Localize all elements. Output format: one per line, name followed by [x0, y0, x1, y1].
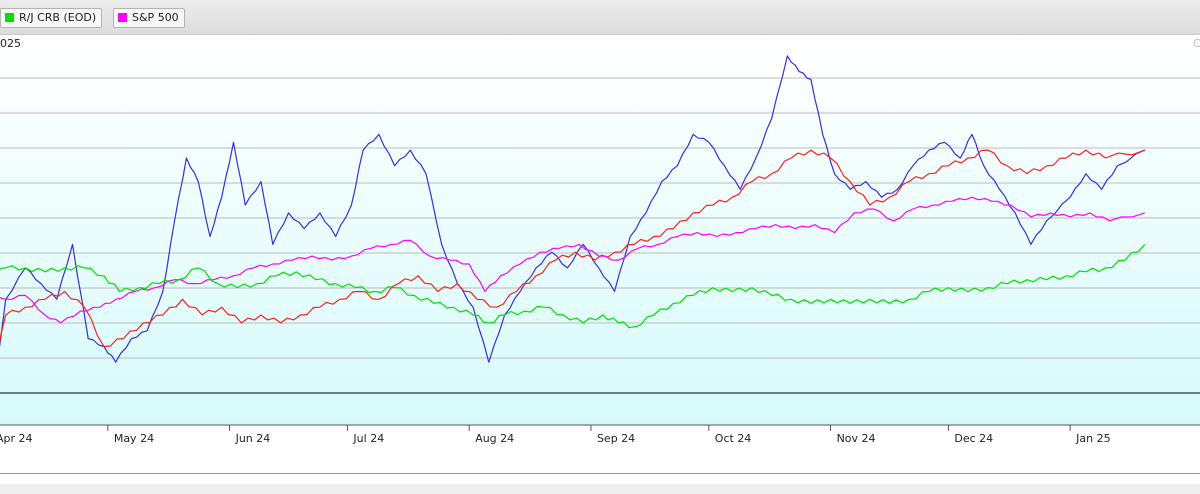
x-tick-label: Jun 24 [235, 432, 271, 445]
x-tick-label: May 24 [114, 432, 154, 445]
series-line-1 [0, 149, 1146, 348]
legend-item-sp500[interactable]: S&P 500 [113, 8, 185, 28]
legend-bar: R/J CRB (EOD) S&P 500 [0, 0, 1200, 35]
series-line-2 [0, 196, 1145, 324]
plot-background [0, 48, 1200, 425]
x-tick-label: Sep 24 [597, 432, 635, 445]
x-tick-label: Nov 24 [837, 432, 876, 445]
legend-label-sp500: S&P 500 [132, 11, 179, 24]
x-tick-label: Jul 24 [352, 432, 384, 445]
legend-label-rj-crb: R/J CRB (EOD) [19, 11, 97, 24]
navigator-divider [0, 473, 1200, 474]
corner-fragment: C [1193, 37, 1200, 50]
date-fragment: 025 [0, 37, 21, 50]
sp500-swatch-icon [118, 13, 127, 22]
series-line-3 [0, 244, 1146, 329]
rj-crb-swatch-icon [5, 13, 14, 22]
series-line-0 [0, 55, 1146, 363]
x-tick-label: Jan 25 [1075, 432, 1110, 445]
x-tick-label: Oct 24 [715, 432, 752, 445]
x-tick-label: Dec 24 [954, 432, 993, 445]
x-tick-label: Apr 24 [0, 432, 33, 445]
navigator-strip[interactable] [0, 484, 1200, 494]
legend-item-rj-crb[interactable]: R/J CRB (EOD) [0, 8, 103, 28]
x-tick-label: Aug 24 [475, 432, 514, 445]
